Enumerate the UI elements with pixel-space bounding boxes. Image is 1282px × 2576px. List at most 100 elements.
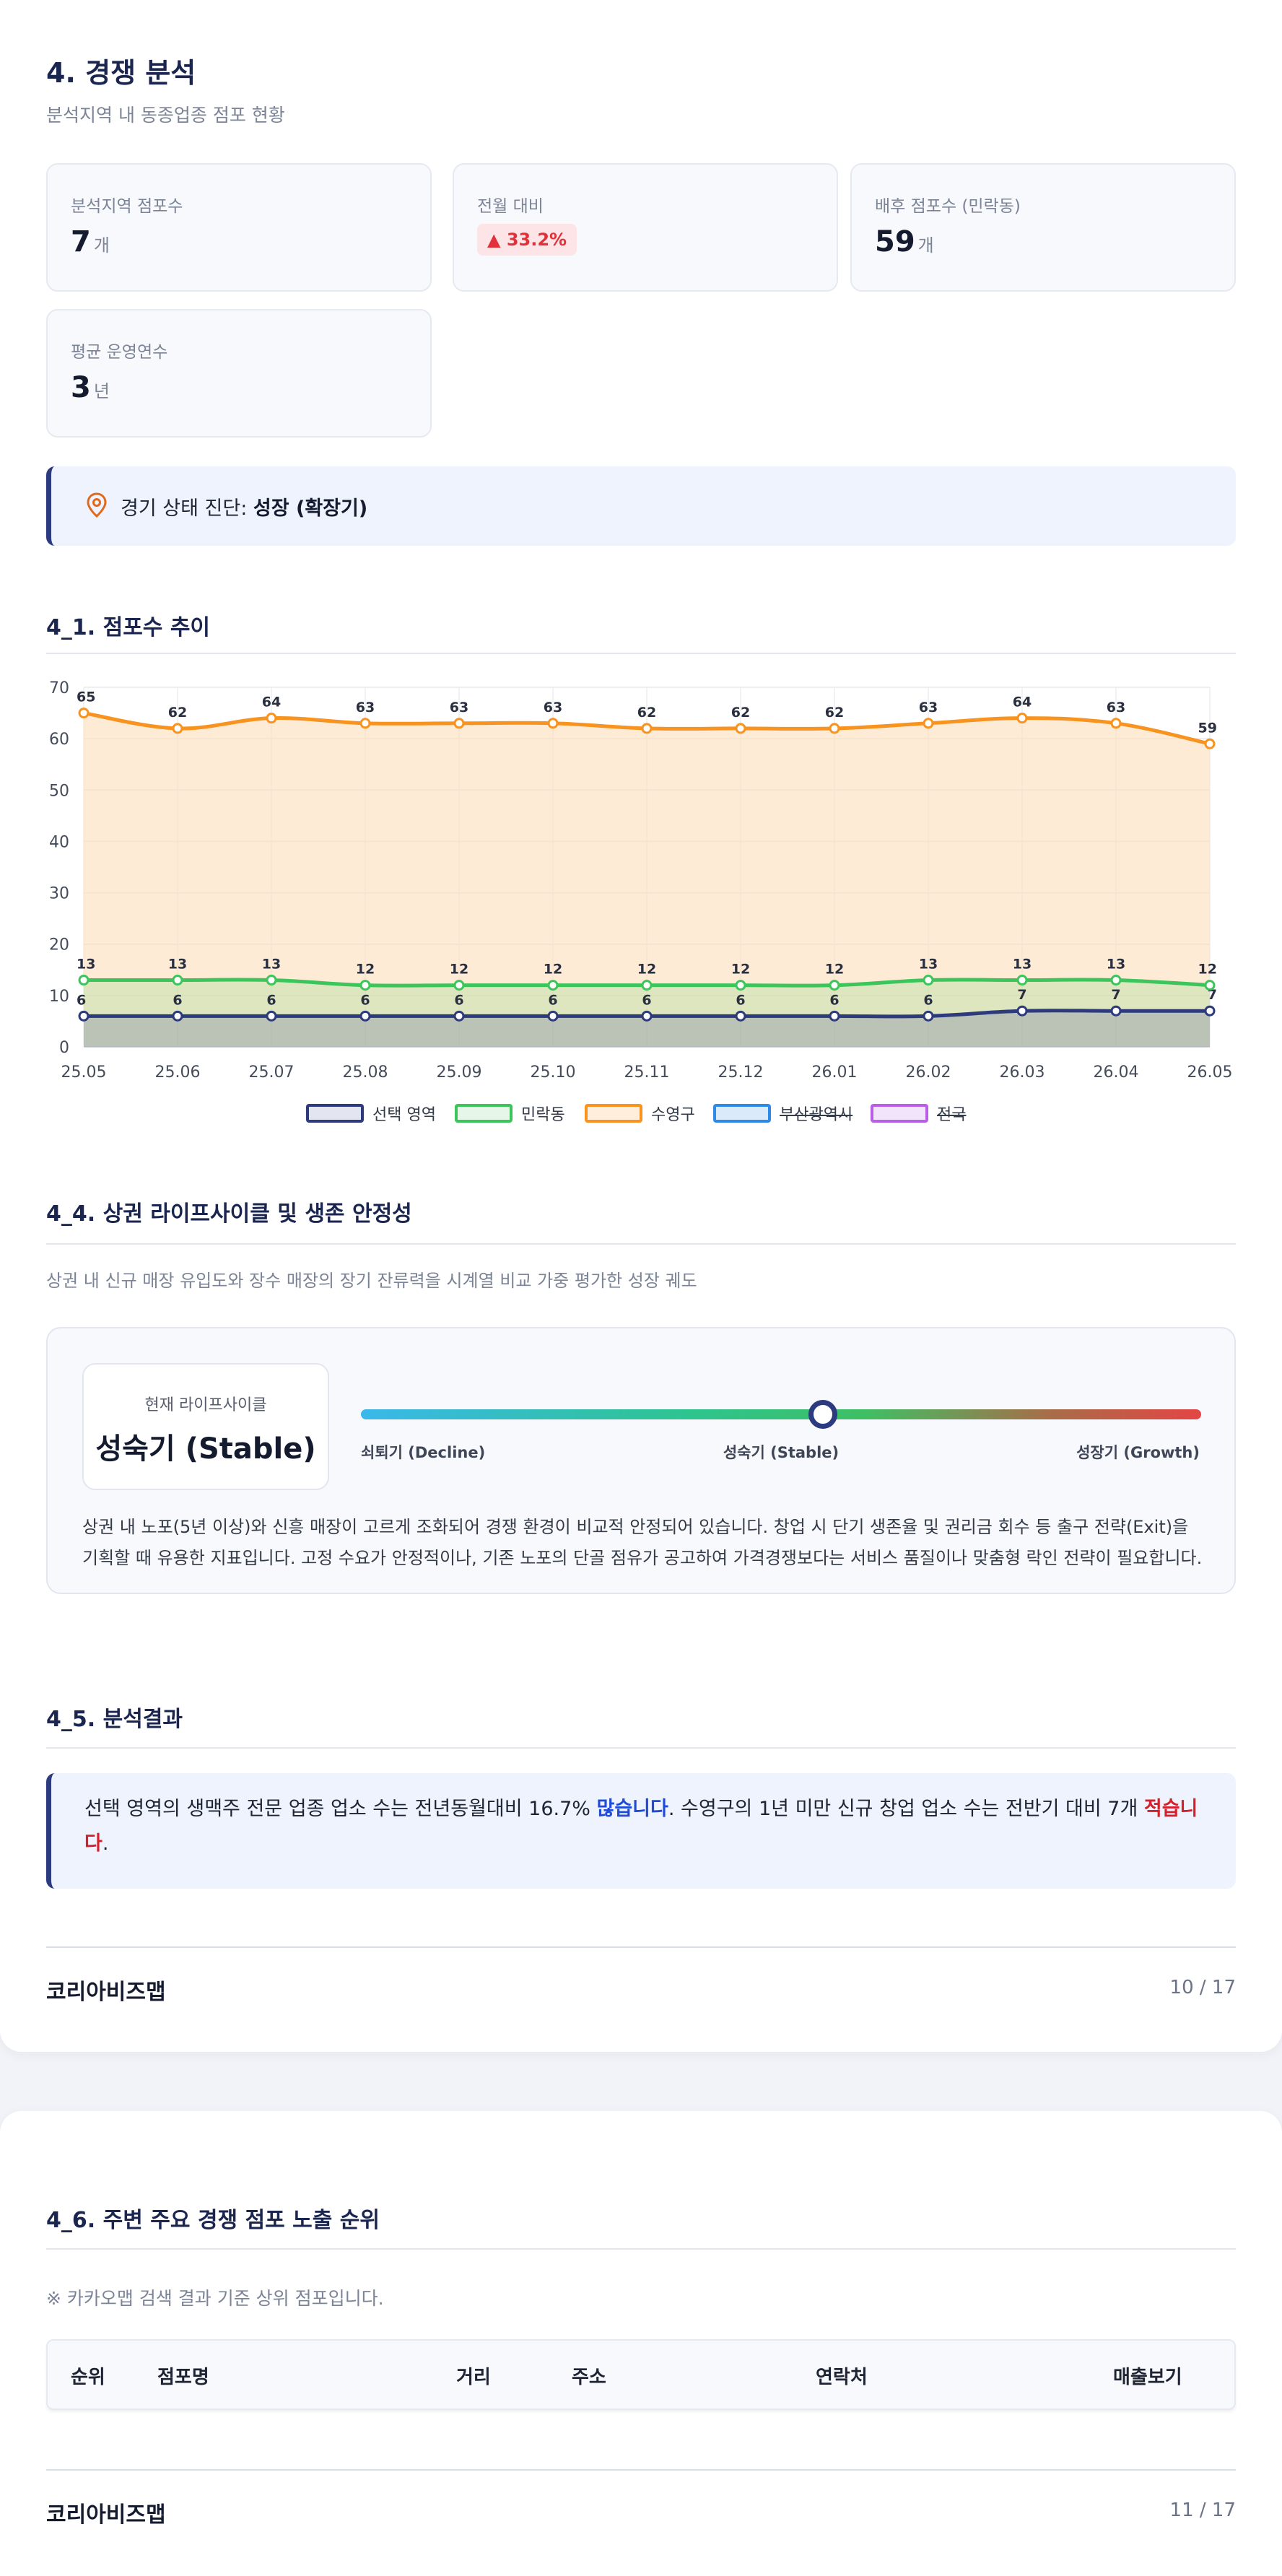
legend-item-minrak-dong[interactable]: 민락동	[455, 1102, 565, 1125]
lifecycle-gradient-bar	[361, 1409, 1201, 1419]
section-divider	[46, 1243, 1236, 1245]
data-point	[1110, 975, 1122, 986]
data-point	[641, 980, 653, 991]
data-point	[1110, 718, 1122, 729]
footer-page-number: 10 / 17	[1169, 1977, 1236, 1998]
data-label: 6	[829, 992, 839, 1008]
data-point	[359, 718, 371, 729]
store-count-trend-chart: 0 10 20 30 40 50 60 70 25.05 25.06 25.07 25.08 25.09…	[49, 679, 1232, 1082]
legend-swatch	[713, 1104, 771, 1123]
data-label: 6	[173, 992, 182, 1008]
data-label: 6	[923, 992, 933, 1008]
y-tick-label: 20	[49, 936, 69, 954]
legend-item-nationwide[interactable]: 전국	[871, 1102, 966, 1125]
data-point	[78, 708, 90, 719]
current-lifecycle-label: 현재 라이프사이클	[144, 1396, 267, 1414]
data-point	[923, 975, 934, 986]
data-point	[453, 718, 465, 729]
x-tick-label: 26.03	[1000, 1063, 1045, 1082]
column-header-sales-view: 매출보기	[1113, 2367, 1182, 2388]
data-label: 13	[1013, 957, 1032, 972]
column-header-rank: 순위	[71, 2367, 105, 2388]
lifecycle-subtitle: 상권 내 신규 매장 유입도와 장수 매장의 장기 잔류력을 시계열 비교 가중…	[46, 1271, 697, 1291]
report-page-11: 4_6. 주변 주요 경쟁 점포 노출 순위 ※ 카카오맵 검색 결과 기준 상…	[0, 2111, 1282, 2576]
data-label: 63	[919, 700, 938, 715]
section-title-competitors: 4_6. 주변 주요 경쟁 점포 노출 순위	[46, 2208, 380, 2233]
data-label: 7	[1017, 987, 1026, 1003]
map-pin-icon	[87, 492, 107, 518]
data-point	[641, 723, 653, 734]
stat-label: 평균 운영연수	[71, 343, 168, 362]
data-point	[923, 1010, 934, 1022]
x-tick-label: 25.11	[624, 1063, 670, 1082]
data-point	[359, 1010, 371, 1022]
lifecycle-tick-stable: 성숙기 (Stable)	[723, 1444, 840, 1461]
data-point	[735, 980, 746, 991]
data-label: 6	[77, 992, 86, 1008]
data-point	[547, 980, 559, 991]
data-label: 62	[168, 705, 187, 721]
legend-swatch	[455, 1104, 513, 1123]
y-tick-label: 50	[49, 782, 69, 800]
data-point	[78, 975, 90, 986]
legend-swatch	[306, 1104, 364, 1123]
y-tick-label: 30	[49, 885, 69, 903]
footer-divider	[46, 2469, 1236, 2471]
data-point	[266, 975, 277, 986]
column-header-store-name: 점포명	[157, 2367, 209, 2388]
data-point	[266, 1010, 277, 1022]
column-header-contact: 연락처	[816, 2367, 868, 2388]
data-label: 6	[642, 992, 651, 1008]
stat-value: 59 개	[875, 225, 934, 258]
data-label: 12	[356, 962, 375, 978]
y-tick-label: 10	[49, 988, 69, 1006]
legend-item-suyeong-gu[interactable]: 수영구	[585, 1102, 695, 1125]
stat-label: 전월 대비	[477, 197, 544, 216]
data-label: 65	[77, 689, 95, 705]
column-header-distance: 거리	[456, 2367, 491, 2388]
page-title: 4. 경쟁 분석	[46, 57, 196, 89]
change-badge: ▲ 33.2%	[477, 224, 577, 256]
diagnosis-text: 경기 상태 진단: 성장 (확장기)	[121, 497, 368, 520]
lifecycle-position-marker	[808, 1400, 838, 1429]
data-label: 13	[1107, 957, 1125, 972]
data-label: 13	[168, 957, 187, 972]
data-point	[641, 1010, 653, 1022]
data-label: 13	[77, 957, 95, 972]
data-point	[923, 718, 934, 729]
y-tick-label: 60	[49, 731, 69, 749]
diagnosis-box: 경기 상태 진단: 성장 (확장기)	[46, 466, 1236, 546]
stat-label: 분석지역 점포수	[71, 197, 183, 216]
data-label: 12	[637, 962, 656, 978]
data-label: 6	[266, 992, 276, 1008]
data-label: 7	[1208, 987, 1217, 1003]
data-label: 62	[825, 705, 844, 721]
data-point	[1110, 1005, 1122, 1017]
legend-item-selected-area[interactable]: 선택 영역	[306, 1102, 436, 1125]
footer-brand: 코리아비즈맵	[46, 1980, 166, 2005]
data-point	[735, 1010, 746, 1022]
data-point	[359, 980, 371, 991]
data-label: 6	[454, 992, 463, 1008]
data-label: 12	[1198, 962, 1217, 978]
legend-swatch	[585, 1104, 642, 1123]
table-note: ※ 카카오맵 검색 결과 기준 상위 점포입니다.	[46, 2288, 384, 2309]
current-lifecycle-value: 성숙기 (Stable)	[95, 1432, 316, 1466]
legend-item-busan[interactable]: 부산광역시	[713, 1102, 853, 1125]
data-label: 12	[544, 962, 562, 978]
data-label: 6	[548, 992, 557, 1008]
data-point	[78, 1010, 90, 1022]
data-point	[1016, 713, 1028, 724]
x-tick-label: 26.02	[906, 1063, 951, 1082]
legend-swatch	[871, 1104, 928, 1123]
data-label: 62	[731, 705, 750, 721]
x-tick-label: 25.09	[437, 1063, 482, 1082]
analysis-result-text: 선택 영역의 생맥주 전문 업종 업소 수는 전년동월대비 16.7% 많습니다…	[84, 1798, 1198, 1855]
data-label: 63	[450, 700, 468, 715]
data-point	[1204, 1005, 1216, 1017]
data-point	[547, 718, 559, 729]
data-label: 63	[1107, 700, 1125, 715]
competitor-table-header: 순위 점포명 거리 주소 연락처 매출보기	[46, 2339, 1236, 2410]
